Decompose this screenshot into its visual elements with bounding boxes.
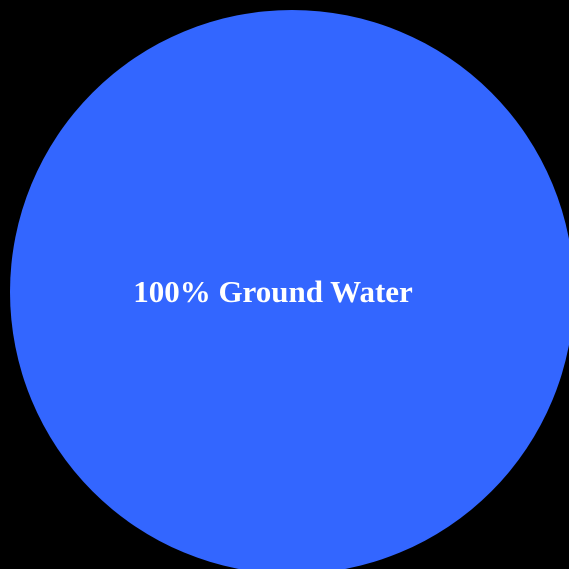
pie-slice-ground-water [10, 10, 569, 569]
pie-slices [10, 10, 569, 569]
pie-slice-label: 100% Ground Water [133, 274, 413, 309]
pie-labels: 100% Ground Water [133, 274, 413, 309]
